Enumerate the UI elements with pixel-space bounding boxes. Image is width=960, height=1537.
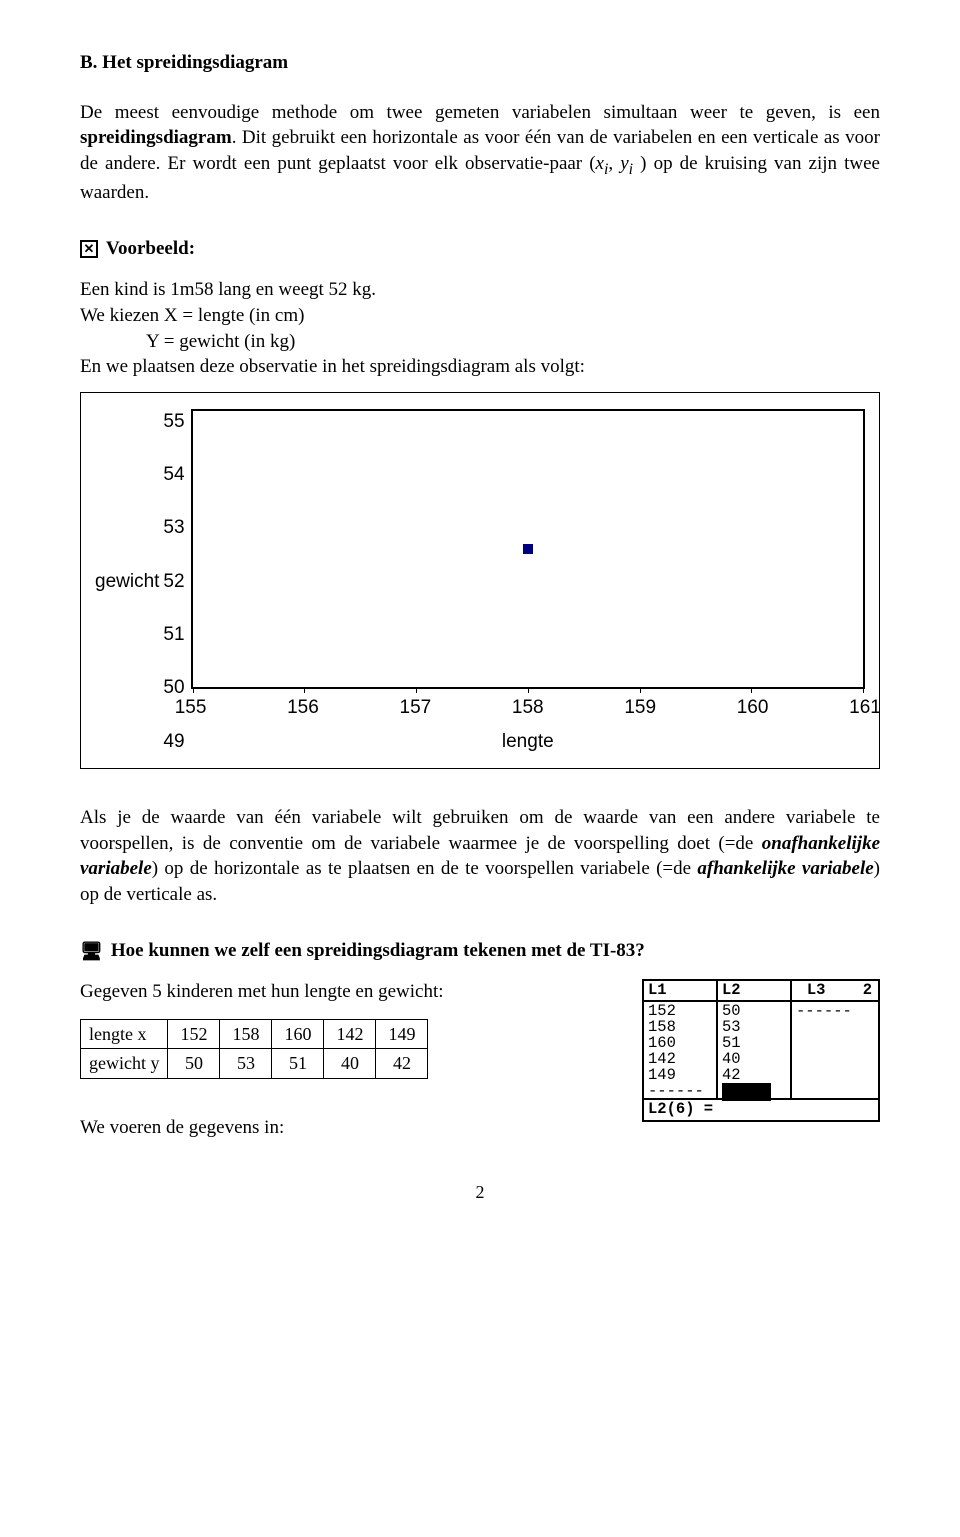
row-label: gewicht y: [81, 1049, 168, 1078]
ti83-heading-text: Hoe kunnen we zelf een spreidingsdiagram…: [111, 938, 645, 964]
cell: 53: [220, 1049, 272, 1078]
y-axis-label: gewicht: [95, 569, 163, 595]
var-y: y: [620, 153, 628, 174]
cell: 149: [376, 1020, 428, 1049]
var-x: x: [596, 153, 604, 174]
ti83-heading: 🖥 Hoe kunnen we zelf een spreidingsdiagr…: [80, 938, 880, 964]
voorbeeld-heading: ✕ Voorbeeld:: [80, 236, 880, 262]
cell: 50: [168, 1049, 220, 1078]
cell: 152: [168, 1020, 220, 1049]
x-tick: 158: [508, 695, 548, 721]
calc-col-header: L1: [644, 981, 718, 1000]
text: Een kind is 1m58 lang en weegt 52 kg.: [80, 277, 880, 303]
plot-area: [191, 409, 865, 689]
voorbeeld-label: Voorbeeld:: [106, 236, 195, 262]
calc-col: 152158160142149------: [644, 1002, 718, 1098]
calculator-screen: L1 L2 L3 2 152158160142149------ 5053514…: [642, 979, 880, 1121]
data-point: [523, 544, 533, 554]
text: Y = gewicht (in kg): [80, 329, 880, 355]
cell: 158: [220, 1020, 272, 1049]
y-tick: 54: [163, 462, 184, 488]
table-row: lengte x 152 158 160 142 149: [81, 1020, 428, 1049]
x-tickmark: [528, 687, 529, 693]
calc-cell: 50: [722, 1003, 786, 1019]
x-tickmark: [193, 687, 194, 693]
calc-cell: 51: [722, 1035, 786, 1051]
y-tick: 49: [163, 729, 184, 755]
calc-body: 152158160142149------ 5053514042 ------: [644, 1002, 878, 1098]
calc-cell: 152: [648, 1003, 712, 1019]
text: De meest eenvoudige methode om twee geme…: [80, 102, 880, 123]
y-tick: 52: [163, 569, 184, 595]
x-tick: 155: [171, 695, 211, 721]
y-tick: 53: [163, 515, 184, 541]
cell: 51: [272, 1049, 324, 1078]
calc-cell: 53: [722, 1019, 786, 1035]
calc-cell: 158: [648, 1019, 712, 1035]
term-afhankelijke: afhankelijke variabele: [697, 858, 873, 879]
x-tickmark: [751, 687, 752, 693]
cell: 142: [324, 1020, 376, 1049]
x-ticks: 155156157158159160161: [191, 689, 865, 721]
x-tick: 156: [283, 695, 323, 721]
calc-cell: ------: [648, 1083, 712, 1099]
intro-paragraph: De meest eenvoudige methode om twee geme…: [80, 100, 880, 206]
invoeren-text: We voeren de gegevens in:: [80, 1115, 642, 1141]
calc-col: ------: [792, 1002, 878, 1098]
cell: 40: [324, 1049, 376, 1078]
voorbeeld-body: Een kind is 1m58 lang en weegt 52 kg. We…: [80, 277, 880, 380]
calc-cell: 142: [648, 1051, 712, 1067]
text: ) op de horizontale as te plaatsen en de…: [152, 858, 698, 879]
calc-cell: ------: [796, 1003, 874, 1019]
text: 2: [863, 981, 872, 999]
table-row: gewicht y 50 53 51 40 42: [81, 1049, 428, 1078]
x-tick: 160: [733, 695, 773, 721]
text: En we plaatsen deze observatie in het sp…: [80, 354, 880, 380]
calc-cell: 40: [722, 1051, 786, 1067]
calc-cell: 160: [648, 1035, 712, 1051]
x-tickmark: [416, 687, 417, 693]
term-spreidingsdiagram: spreidingsdiagram: [80, 127, 232, 148]
calc-footer: L2(6) =: [644, 1098, 878, 1119]
calc-cell: 42: [722, 1067, 786, 1083]
text: L3: [807, 981, 826, 999]
x-tick: 159: [620, 695, 660, 721]
scatter-chart: gewicht 55545352515049 15515615715815916…: [80, 392, 880, 769]
conventie-paragraph: Als je de waarde van één variabele wilt …: [80, 805, 880, 908]
x-tickmark: [863, 687, 864, 693]
row-label: lengte x: [81, 1020, 168, 1049]
x-tick: 157: [395, 695, 435, 721]
section-heading: B. Het spreidingsdiagram: [80, 50, 880, 76]
x-axis-label: lengte: [191, 721, 865, 755]
x-tick: 161: [845, 695, 885, 721]
calc-col: 5053514042: [718, 1002, 792, 1098]
text: Als je de waarde van één variabele wilt …: [80, 807, 880, 854]
calc-header: L1 L2 L3 2: [644, 981, 878, 1002]
y-tick: 51: [163, 622, 184, 648]
text: We kiezen X = lengte (in cm): [80, 303, 880, 329]
calc-col-header: L3 2: [792, 981, 878, 1000]
cell: 42: [376, 1049, 428, 1078]
gegeven-text: Gegeven 5 kinderen met hun lengte en gew…: [80, 979, 642, 1005]
checkbox-x-icon: ✕: [80, 240, 98, 258]
text: ,: [608, 153, 620, 174]
calc-cell: 149: [648, 1067, 712, 1083]
data-table: lengte x 152 158 160 142 149 gewicht y 5…: [80, 1019, 428, 1079]
cell: 160: [272, 1020, 324, 1049]
y-tick: 55: [163, 409, 184, 435]
x-tickmark: [640, 687, 641, 693]
computer-icon: 🖥: [80, 942, 103, 960]
page-number: 2: [80, 1180, 880, 1204]
x-tickmark: [304, 687, 305, 693]
calc-cursor: [722, 1083, 786, 1099]
calc-col-header: L2: [718, 981, 792, 1000]
